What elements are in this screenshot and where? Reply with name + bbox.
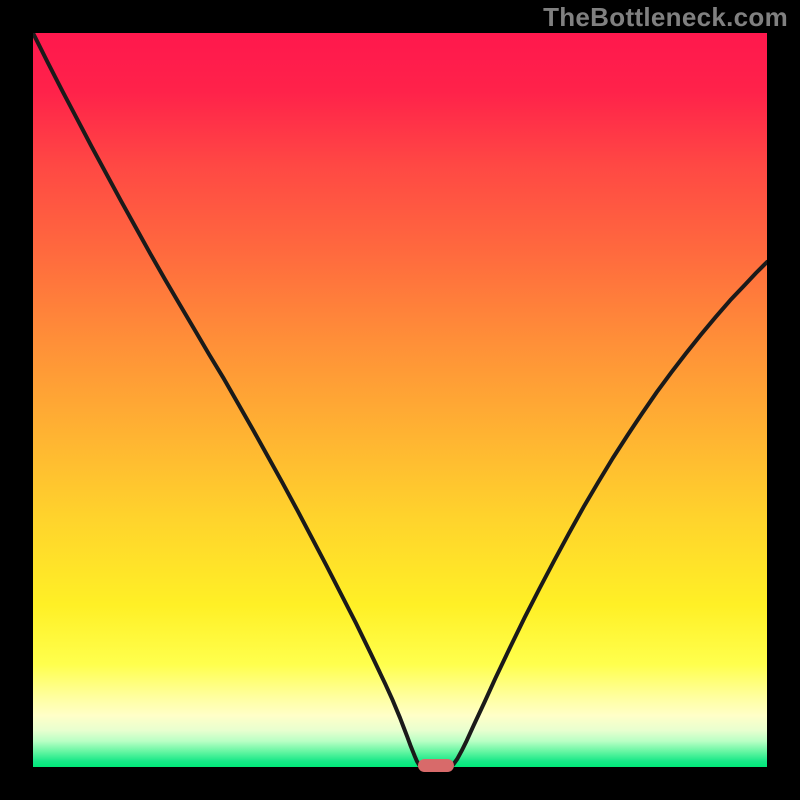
chart-root: TheBottleneck.com — [0, 0, 800, 800]
chart-svg — [0, 0, 800, 800]
minimum-marker — [418, 759, 454, 772]
plot-background — [33, 33, 767, 767]
